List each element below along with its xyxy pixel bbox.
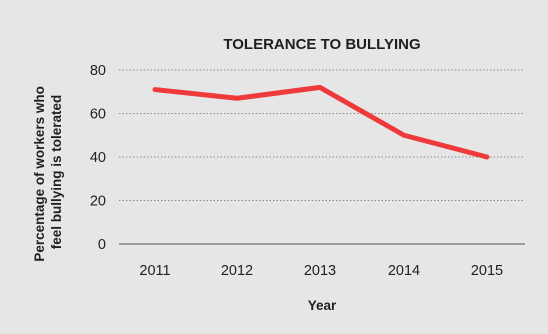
x-tick-label: 2012 [221,263,253,279]
y-axis-label: Percentage of workers who feel bullying … [32,82,64,261]
y-axis-label-line-1: Percentage of workers who [32,86,47,262]
x-tick-label: 2015 [471,263,503,279]
y-tick-labels: 0 20 40 60 80 [90,63,106,253]
x-tick-label: 2011 [139,263,170,279]
x-tick-label: 2014 [388,263,420,279]
gridlines [119,69,525,201]
data-points [154,86,488,158]
data-point [319,86,321,88]
y-axis-label-line-2: feel bullying is tolerated [49,95,64,250]
data-point [403,134,405,136]
y-tick-label: 20 [90,194,106,210]
data-point [486,156,488,158]
x-tick-labels: 2011 2012 2013 2014 2015 [139,263,503,279]
x-axis-label: Year [308,298,337,313]
y-tick-label: 40 [90,150,106,166]
y-tick-label: 60 [90,107,106,123]
x-tick-label: 2013 [304,263,336,279]
data-point [236,97,238,99]
data-point [154,89,156,91]
y-tick-label: 80 [90,63,106,79]
chart-title: TOLERANCE TO BULLYING [223,36,420,53]
y-tick-label: 0 [98,237,106,253]
